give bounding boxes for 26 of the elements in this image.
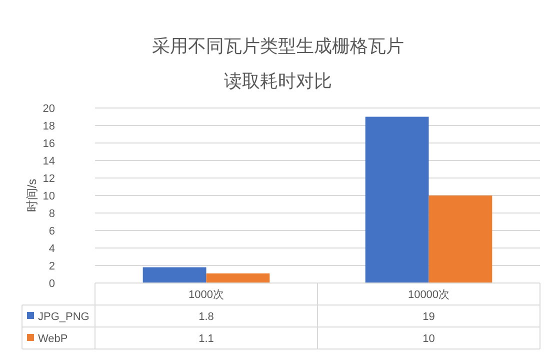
bar <box>142 267 206 283</box>
legend-label: JPG_PNG <box>38 311 90 323</box>
y-tick-label: 16 <box>42 138 55 150</box>
legend-label: WebP <box>38 333 68 345</box>
x-tick-label: 1000次 <box>188 289 224 301</box>
data-label: 10 <box>422 333 435 345</box>
y-tick-label: 12 <box>42 173 55 185</box>
y-tick-label: 8 <box>48 208 55 220</box>
y-tick-label: 0 <box>48 278 55 290</box>
y-tick-label: 6 <box>48 226 55 238</box>
y-tick-label: 10 <box>42 190 55 202</box>
data-label: 19 <box>422 311 435 323</box>
bar <box>428 196 492 283</box>
y-tick-label: 14 <box>42 156 55 168</box>
data-label: 1.8 <box>198 311 214 323</box>
y-tick-label: 20 <box>42 103 55 115</box>
bar <box>206 273 270 283</box>
x-tick-label: 10000次 <box>408 289 450 301</box>
y-tick-label: 18 <box>42 120 55 132</box>
chart-title: 采用不同瓦片类型生成栅格瓦片 <box>152 36 404 56</box>
y-tick-label: 4 <box>48 243 55 255</box>
chart-subtitle: 读取耗时对比 <box>224 71 332 91</box>
data-label: 1.1 <box>198 333 214 345</box>
y-axis-title: 时间/s <box>25 178 39 212</box>
y-tick-label: 2 <box>48 260 55 272</box>
bar <box>365 116 429 283</box>
